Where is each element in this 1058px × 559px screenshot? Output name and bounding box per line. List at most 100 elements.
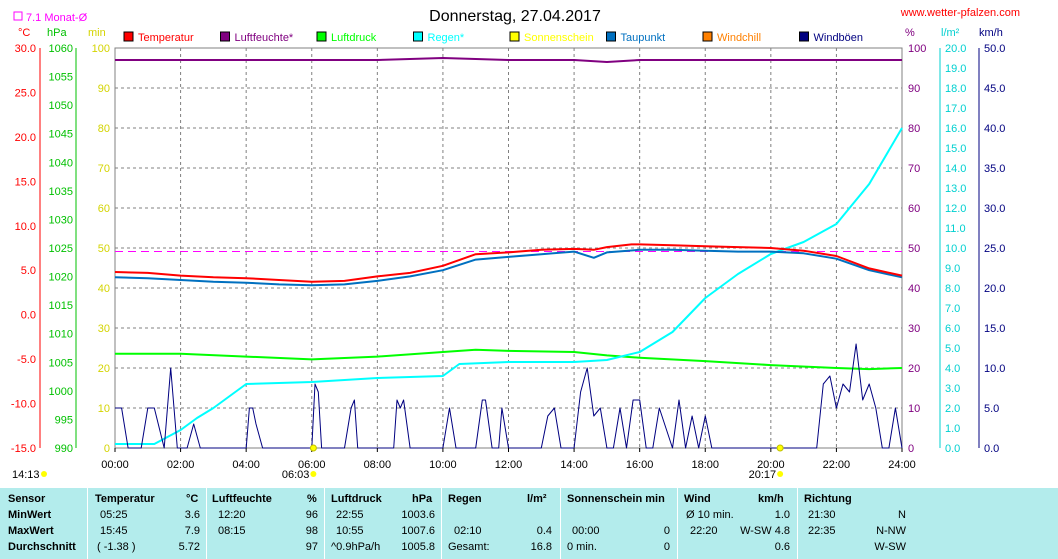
kmh-tick-label: 50.0 xyxy=(984,43,1005,55)
stats-header-dir: Richtung xyxy=(804,493,852,505)
x-tick-label: 04:00 xyxy=(232,459,260,471)
stats-divider xyxy=(560,488,561,559)
lm2-tick-label: 6.0 xyxy=(945,323,960,335)
legend-label: Windchill xyxy=(717,32,761,44)
stats-hum-time: 12:20 xyxy=(218,509,246,521)
stats-temp-value: 7.9 xyxy=(184,525,200,537)
hpa-tick-label: 1060 xyxy=(49,43,73,55)
pct-tick-label: 10 xyxy=(908,403,920,415)
stats-divider xyxy=(677,488,678,559)
x-tick-label: 20:00 xyxy=(757,459,785,471)
temp-tick-label: -15.0 xyxy=(11,443,36,455)
stats-header-temp: Temperatur xyxy=(95,493,155,505)
stats-header-hum: Luftfeuchte xyxy=(212,493,272,505)
hpa-tick-label: 1040 xyxy=(49,157,73,169)
pct-tick-label: 70 xyxy=(908,163,920,175)
stats-press-time: 22:55 xyxy=(336,509,364,521)
stats-header-wind-unit: km/h xyxy=(758,493,784,505)
legend-swatch xyxy=(220,31,230,42)
legend: Temperatur Luftfeuchte* Luftdruck Regen* Son… xyxy=(123,31,863,44)
monthly-avg-marker-icon xyxy=(13,11,23,21)
x-tick-label: 06:00 xyxy=(298,459,326,471)
stats-header-press-unit: hPa xyxy=(412,493,433,505)
series-line-luftdruck xyxy=(115,348,903,371)
min-tick-label: 10 xyxy=(98,403,110,415)
lm2-tick-label: 3.0 xyxy=(945,383,960,395)
hpa-tick-label: 1000 xyxy=(49,386,73,398)
stats-divider xyxy=(324,488,325,559)
stats-dir-value: N-NW xyxy=(876,525,906,537)
temp-tick-label: 0.0 xyxy=(21,310,36,322)
stats-dir-time: 21:30 xyxy=(808,509,836,521)
min-tick-label: 80 xyxy=(98,123,110,135)
hpa-tick-label: 1055 xyxy=(49,72,73,84)
stats-rain-value: 0.4 xyxy=(536,525,552,537)
hpa-tick-label: 1005 xyxy=(49,357,73,369)
x-tick-label: 16:00 xyxy=(626,459,654,471)
lm2-tick-label: 1.0 xyxy=(945,423,960,435)
x-tick-label: 08:00 xyxy=(364,459,392,471)
axes: 30.0 25.0 20.0 15.0 10.0 5.0 0.0 -5.0 -10.0 -15.0… xyxy=(11,43,1006,455)
stats-wind-value: 1.0 xyxy=(774,509,790,521)
sun-icon xyxy=(310,471,317,477)
lm2-tick-label: 16.0 xyxy=(945,123,966,135)
kmh-tick-label: 25.0 xyxy=(984,243,1005,255)
temp-tick-label: 15.0 xyxy=(15,176,36,188)
stats-header-wind: Wind xyxy=(684,493,711,505)
hpa-tick-label: 990 xyxy=(55,443,73,455)
x-axis: 00:00 02:00 04:00 06:00 08:00 10:00 12:00 14:00… xyxy=(12,444,916,481)
stats-press-value: 1003.6 xyxy=(401,509,435,521)
min-tick-label: 60 xyxy=(98,203,110,215)
pct-tick-label: 100 xyxy=(908,43,926,55)
legend-label: Sonnenschein xyxy=(524,32,594,44)
x-tick-label: 10:00 xyxy=(429,459,457,471)
hpa-tick-label: 1030 xyxy=(49,214,73,226)
lm2-tick-label: 19.0 xyxy=(945,63,966,75)
kmh-tick-label: 20.0 xyxy=(984,283,1005,295)
current-time: 14:13 xyxy=(12,469,40,481)
stats-hum-value: 96 xyxy=(305,509,318,521)
unit-temp: °C xyxy=(18,27,30,39)
stats-temp-value: 3.6 xyxy=(184,509,200,521)
lm2-tick-label: 12.0 xyxy=(945,203,966,215)
stats-sun-time: 00:00 xyxy=(572,525,600,537)
stats-header-press: Luftdruck xyxy=(331,493,382,505)
stats-header-rain-unit: l/m² xyxy=(527,493,547,505)
lm2-tick-label: 18.0 xyxy=(945,83,966,95)
sunset-time: 20:17 xyxy=(749,469,777,481)
stats-divider xyxy=(797,488,798,559)
legend-swatch xyxy=(799,31,809,42)
lm2-tick-label: 0.0 xyxy=(945,443,960,455)
legend-swatch xyxy=(606,31,616,42)
stats-press-value: 1007.6 xyxy=(401,525,435,537)
unit-hpa: hPa xyxy=(47,27,67,39)
stats-row-label: Durchschnitt xyxy=(8,541,76,553)
temp-tick-label: 25.0 xyxy=(15,87,36,99)
series-line-temperatur xyxy=(114,243,903,283)
unit-lm2: l/m² xyxy=(941,27,960,39)
stats-table: Sensor Temperatur °C Luftfeuchte % Luftd… xyxy=(0,488,1058,559)
pct-tick-label: 40 xyxy=(908,283,920,295)
min-tick-label: 50 xyxy=(98,243,110,255)
stats-dir-time: 22:35 xyxy=(808,525,836,537)
unit-min: min xyxy=(88,27,106,39)
stats-sun-time: 0 min. xyxy=(567,541,597,553)
stats-wind-value: W-SW 4.8 xyxy=(740,525,790,537)
lm2-tick-label: 20.0 xyxy=(945,43,966,55)
hpa-tick-label: 1050 xyxy=(49,100,73,112)
min-tick-label: 100 xyxy=(92,43,110,55)
unit-pct: % xyxy=(905,27,915,39)
site-url[interactable]: www.wetter-pfalzen.com xyxy=(900,7,1020,19)
legend-label: Regen* xyxy=(428,32,465,44)
legend-swatch xyxy=(413,31,423,42)
kmh-tick-label: 0.0 xyxy=(984,443,999,455)
stats-divider xyxy=(441,488,442,559)
stats-press-time: 10:55 xyxy=(336,525,364,537)
x-tick-label: 02:00 xyxy=(167,459,195,471)
pct-tick-label: 50 xyxy=(908,243,920,255)
weather-chart: Donnerstag, 27.04.2017 www.wetter-pfalze… xyxy=(11,7,1020,481)
kmh-tick-label: 5.0 xyxy=(984,403,999,415)
lm2-tick-label: 7.0 xyxy=(945,303,960,315)
hpa-tick-label: 1015 xyxy=(49,300,73,312)
lm2-tick-label: 14.0 xyxy=(945,163,966,175)
